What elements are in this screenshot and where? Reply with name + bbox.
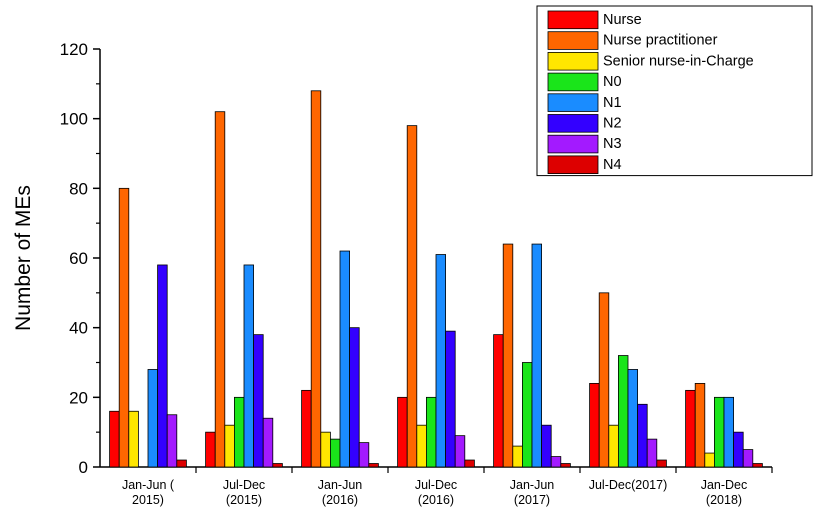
bars: [109, 90, 763, 468]
y-axis-title: Number of MEs: [12, 185, 35, 331]
y-tick-label: 40: [69, 319, 88, 338]
x-tick-label: Jan-Dec (2018): [701, 478, 748, 507]
x-tick-label: Jan-Jun (2015): [122, 478, 175, 507]
bar: [598, 292, 610, 468]
legend-label: N2: [603, 116, 622, 132]
bar: [406, 125, 418, 468]
legend-swatch: [547, 72, 599, 92]
bar: [502, 243, 514, 468]
bar: [109, 410, 120, 468]
legend-label: N3: [603, 136, 622, 152]
legend-label: Senior nurse-in-Charge: [603, 53, 754, 69]
bar: [493, 334, 504, 468]
bar: [618, 355, 629, 468]
legend-swatch: [547, 114, 599, 133]
bar: [752, 463, 763, 468]
bar: [368, 463, 379, 468]
bar: [253, 334, 264, 468]
bar: [733, 431, 744, 468]
bar: [464, 459, 475, 468]
bar: [522, 362, 533, 468]
bar: [637, 403, 648, 468]
bar: [723, 396, 735, 468]
bar: [694, 382, 706, 468]
bar: [339, 250, 351, 468]
legend-swatch: [547, 10, 599, 30]
bar: [118, 187, 130, 468]
bar: [397, 396, 408, 468]
bar: [320, 431, 331, 468]
bar: [512, 445, 523, 468]
bar: [627, 369, 639, 468]
bar: [262, 417, 274, 468]
bar: [176, 459, 187, 468]
bar: [714, 396, 725, 468]
y-tick-label: 120: [60, 40, 88, 59]
legend-label: N0: [603, 74, 622, 90]
legend-swatch: [547, 31, 599, 50]
bar: [656, 459, 667, 468]
legend-label: N4: [603, 157, 622, 173]
bar: [214, 111, 226, 468]
bar: [349, 327, 360, 468]
bar: [301, 389, 312, 468]
bar: [531, 243, 543, 468]
legend-label: N1: [603, 95, 622, 111]
y-tick-labels: 0 20 40 60 80 100 120: [60, 40, 88, 477]
bar: [310, 90, 322, 468]
bar: [329, 438, 341, 468]
y-tick-label: 100: [60, 110, 88, 129]
bar: [243, 264, 255, 468]
bar: [685, 389, 696, 468]
legend-label: Nurse practitioner: [603, 33, 718, 49]
legend-label: Nurse: [603, 12, 642, 28]
legend-swatch: [547, 93, 599, 112]
bar: [205, 431, 216, 468]
x-tick-label: Jul-Dec (2016): [415, 478, 457, 507]
bar: [425, 396, 437, 468]
bar: [445, 330, 456, 468]
bar: [550, 456, 562, 468]
bar: [704, 452, 715, 468]
bar: [166, 414, 178, 468]
bar: [541, 424, 552, 468]
bar: [742, 449, 754, 468]
y-tick-label: 0: [79, 458, 88, 477]
x-tick-label: Jan-Jun (2016): [318, 478, 363, 507]
bar: [233, 396, 245, 468]
bar: [454, 435, 466, 468]
bar: [157, 264, 168, 468]
legend-swatch: [547, 155, 599, 174]
bar: [646, 438, 658, 468]
y-tick-label: 60: [69, 249, 88, 268]
bar: [560, 463, 571, 468]
legend-swatch: [547, 134, 599, 154]
legend-swatch: [547, 52, 599, 71]
bar: [608, 424, 619, 468]
bar: [147, 369, 159, 468]
bar: [589, 382, 600, 468]
bar: [435, 254, 447, 468]
x-tick-label: Jul-Dec (2015): [223, 478, 265, 507]
x-tick-label: Jan-Jun (2017): [510, 478, 555, 507]
y-tick-label: 20: [69, 388, 88, 407]
bar: [416, 424, 427, 468]
x-tick-labels: Jan-Jun (2015) Jul-Dec (2015) Jan-Jun (2016)…: [122, 478, 747, 507]
bar: [272, 463, 283, 468]
legend: Nurse Nurse practitioner Senior nurse-in-C…: [536, 5, 813, 177]
y-tick-label: 80: [69, 179, 88, 198]
bar: [224, 424, 235, 468]
bar: [128, 410, 139, 468]
bar: [358, 442, 370, 468]
x-tick-label: Jul-Dec(2017): [589, 478, 668, 492]
